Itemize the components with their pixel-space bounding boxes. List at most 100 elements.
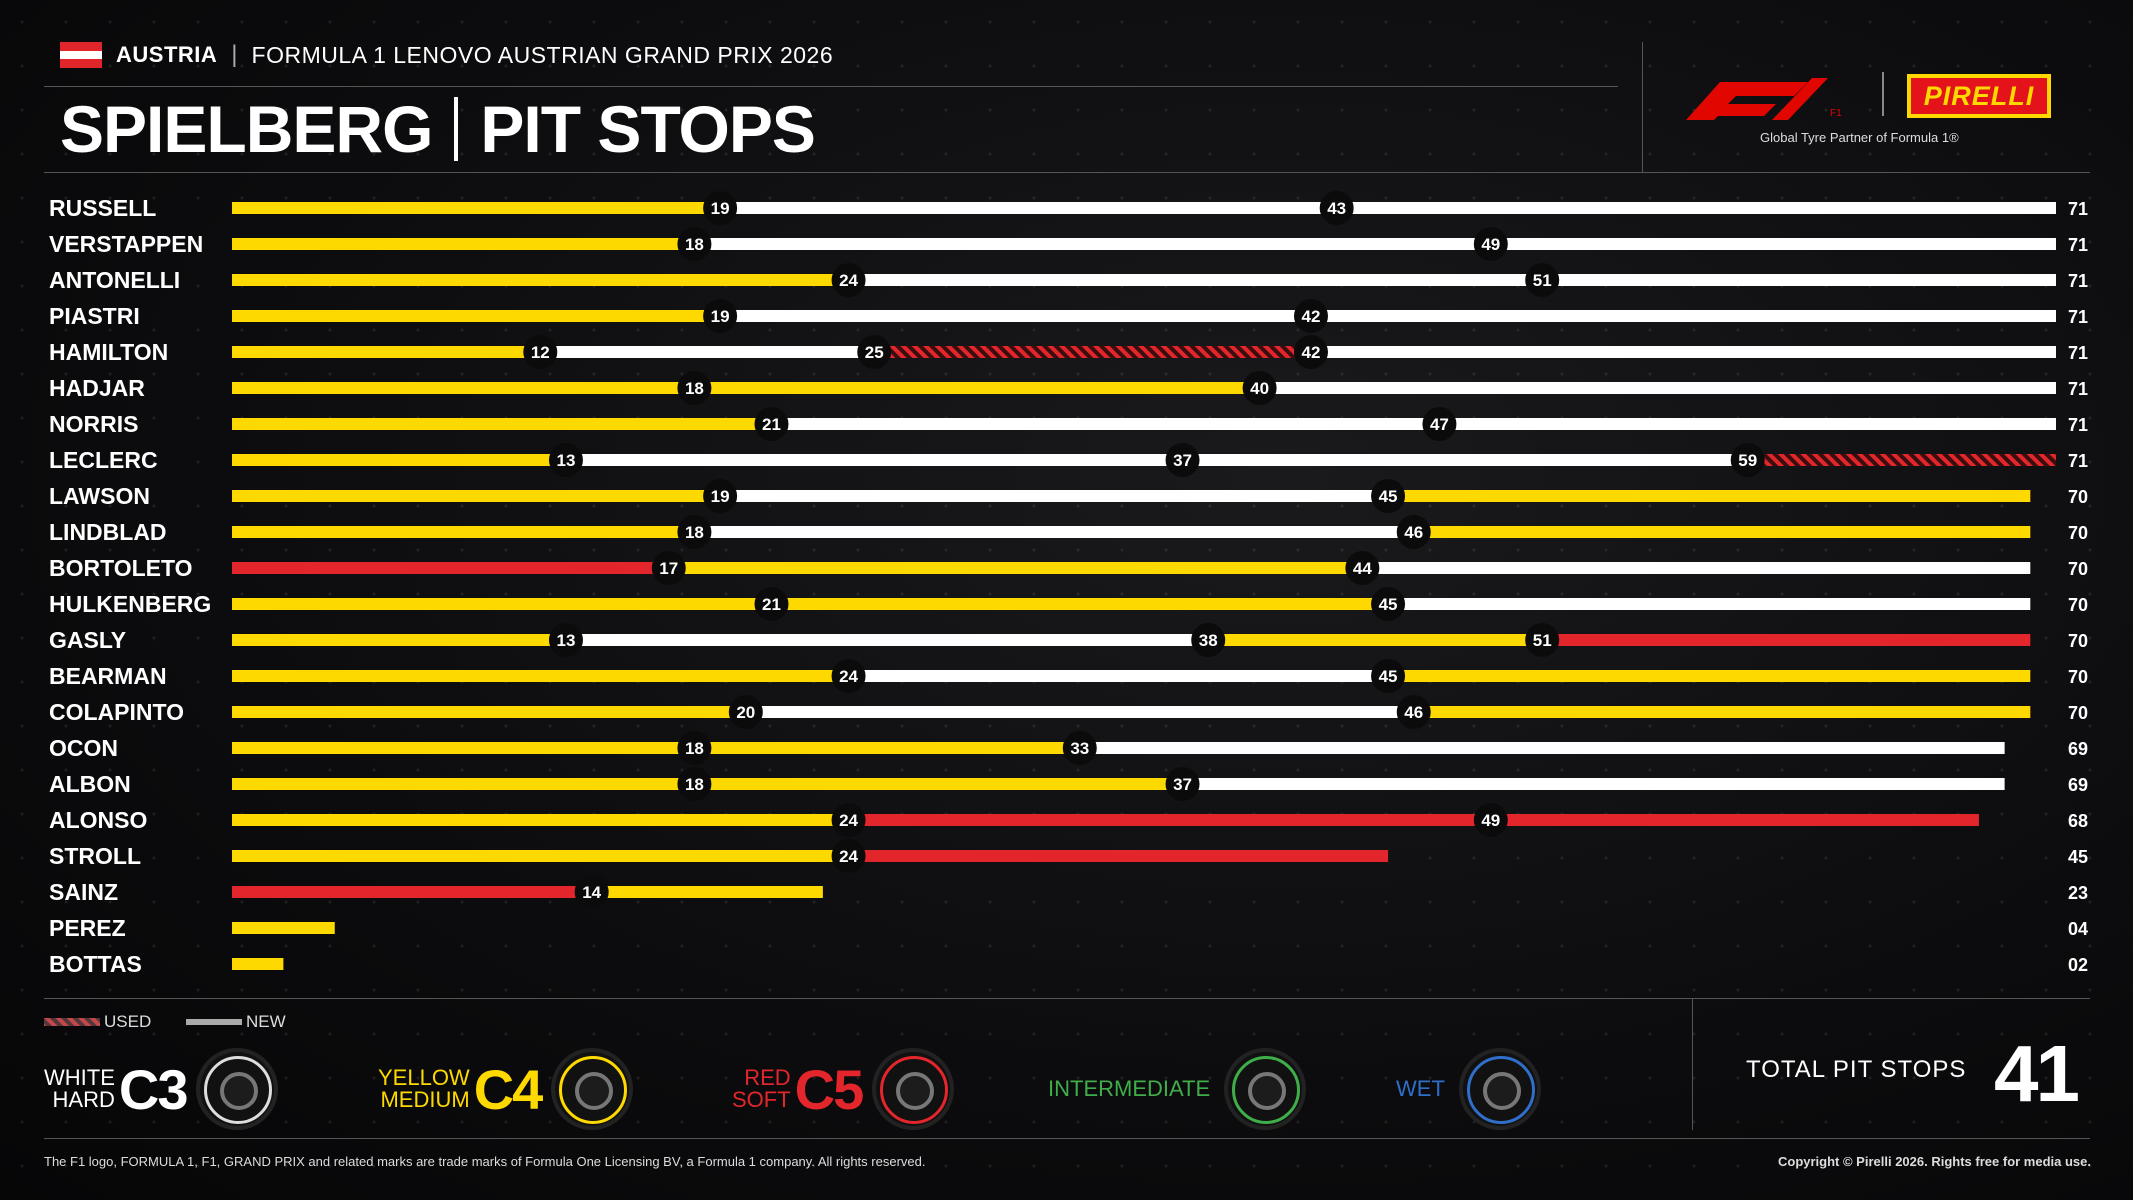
legend-wet: WET: [1396, 1046, 1541, 1132]
driver-name: HULKENBERG: [49, 591, 211, 617]
legend-new-label: NEW: [246, 1012, 286, 1031]
copyright-notice: Copyright © Pirelli 2026. Rights free fo…: [1778, 1154, 2091, 1169]
driver-name: ANTONELLI: [49, 267, 180, 293]
driver-name: HADJAR: [49, 375, 145, 401]
stint-bar: [1439, 418, 2056, 430]
stint-bar: [591, 886, 823, 898]
stint-bar: [1310, 310, 2056, 322]
logo-separator: [1882, 72, 1884, 116]
pit-stop-lap-label: 42: [1302, 307, 1321, 326]
pit-stop-marker: [1396, 695, 1431, 729]
driver-name: LAWSON: [49, 483, 150, 509]
laps-completed-label: 71: [2068, 307, 2088, 327]
tyre-medium-icon: [551, 1048, 634, 1130]
pit-stop-marker: [523, 335, 558, 369]
used-stripe-icon: [44, 1018, 100, 1026]
stint-bar: [771, 598, 1389, 610]
total-divider: [1692, 998, 1693, 1130]
pit-stop-lap-label: 18: [685, 739, 704, 758]
stint-bar: [232, 202, 721, 214]
medium-compound-label: MEDIUM: [380, 1087, 470, 1112]
legend-soft: RED SOFT C5: [732, 1046, 955, 1132]
pit-stop-marker: [1293, 335, 1328, 369]
laps-completed-label: 71: [2068, 271, 2088, 291]
stint-bar: [720, 202, 1337, 214]
stint-bar: [1182, 778, 2005, 790]
pit-stop-lap-label: 44: [1353, 559, 1372, 578]
laps-completed-label: 71: [2068, 415, 2088, 435]
soft-color-label: RED: [744, 1065, 791, 1090]
tyre-wet-icon: [1458, 1048, 1541, 1130]
section-name: PIT STOPS: [480, 92, 816, 166]
stint-bar: [848, 670, 1389, 682]
hard-color-label: WHITE: [44, 1065, 115, 1090]
stint-bar: [232, 886, 592, 898]
pit-stop-marker: [1371, 479, 1406, 513]
pit-stop-lap-label: 18: [685, 379, 704, 398]
stint-bar: [232, 634, 566, 646]
austria-flag-icon: [60, 42, 102, 69]
laps-completed-label: 71: [2068, 343, 2088, 363]
stint-bar: [232, 490, 721, 502]
pit-stop-lap-label: 25: [865, 343, 884, 362]
pit-stop-lap-label: 37: [1173, 451, 1192, 470]
pit-stop-marker: [831, 659, 866, 693]
medium-code: C4: [473, 1057, 544, 1121]
pit-stop-marker: [1525, 263, 1560, 297]
pit-stop-lap-label: 24: [839, 847, 858, 866]
pit-stop-marker: [1293, 299, 1328, 333]
stint-bar: [232, 670, 849, 682]
pit-stop-marker: [1396, 515, 1431, 549]
legend-hard: WHITE HARD C3: [44, 1046, 279, 1132]
legend-used: USED: [44, 1012, 151, 1032]
pit-stop-lap-label: 14: [582, 883, 601, 902]
pit-stop-lap-label: 12: [531, 343, 550, 362]
pit-stop-lap-label: 13: [557, 451, 576, 470]
pit-stop-marker: [831, 803, 866, 837]
laps-completed-label: 45: [2068, 847, 2088, 867]
header-bar: AUSTRIA | FORMULA 1 LENOVO AUSTRIAN GRAN…: [60, 40, 833, 70]
pit-stop-lap-label: 51: [1533, 271, 1552, 290]
pit-stop-lap-label: 18: [685, 523, 704, 542]
pit-stop-lap-label: 49: [1481, 811, 1500, 830]
driver-name: LINDBLAD: [49, 519, 167, 545]
pit-stop-lap-label: 24: [839, 271, 858, 290]
stint-bar: [232, 778, 695, 790]
pit-stop-marker: [677, 767, 712, 801]
pit-stop-lap-label: 18: [685, 775, 704, 794]
wet-label: WET: [1396, 1076, 1445, 1101]
pit-stop-marker: [1242, 371, 1277, 405]
pit-stop-lap-label: 24: [839, 811, 858, 830]
pit-stop-lap-label: 18: [685, 235, 704, 254]
pit-stop-lap-label: 17: [659, 559, 678, 578]
pit-stop-marker: [677, 371, 712, 405]
driver-name: BOTTAS: [49, 951, 142, 977]
driver-name: PIASTRI: [49, 303, 140, 329]
pit-stop-marker: [1473, 227, 1508, 261]
pit-stop-lap-label: 49: [1481, 235, 1500, 254]
f1-logo-text: F1: [1830, 108, 1842, 119]
stint-bar: [1310, 346, 2056, 358]
laps-completed-label: 70: [2068, 631, 2088, 651]
driver-name: RUSSELL: [49, 195, 156, 221]
tyre-intermediate-icon: [1224, 1048, 1307, 1130]
pit-stop-marker: [703, 299, 738, 333]
stint-bar: [1413, 526, 2031, 538]
pit-stop-marker: [1473, 803, 1508, 837]
stint-bar: [232, 562, 669, 574]
laps-completed-label: 69: [2068, 775, 2088, 795]
soft-code: C5: [794, 1057, 865, 1121]
total-value: 41: [1994, 1029, 2080, 1118]
pit-stop-lap-label: 59: [1738, 451, 1757, 470]
stint-bar: [848, 274, 1543, 286]
stint-bar: [720, 310, 1311, 322]
stint-bar: [232, 310, 721, 322]
chart-bottom-rule: [44, 998, 2090, 999]
pit-stop-marker: [728, 695, 763, 729]
stint-bar: [694, 526, 1414, 538]
driver-name: OCON: [49, 735, 118, 761]
driver-name: VERSTAPPEN: [49, 231, 203, 257]
legend-intermediate: INTERMEDIATE: [1048, 1046, 1307, 1132]
driver-name: HAMILTON: [49, 339, 168, 365]
pit-stop-lap-label: 20: [736, 703, 755, 722]
